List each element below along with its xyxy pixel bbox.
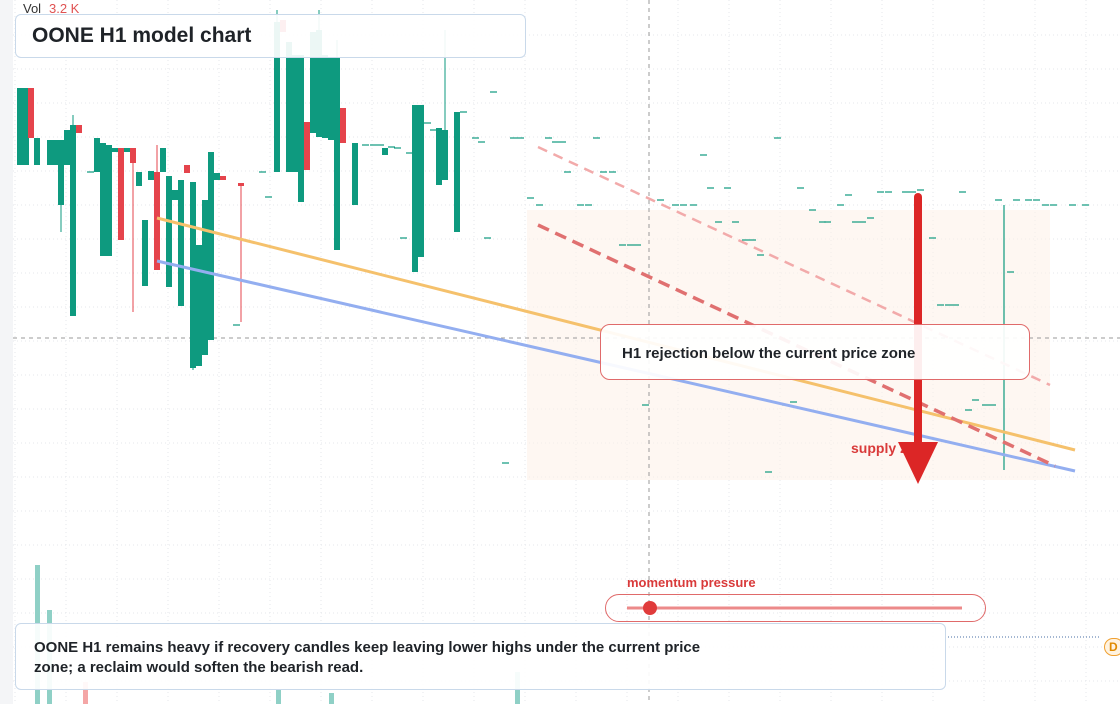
candle-body: [112, 148, 118, 152]
chart-title: OONE H1 model chart: [32, 24, 252, 47]
candle-body: [184, 165, 190, 173]
candle-body: [148, 171, 154, 180]
volume-bar: [329, 693, 334, 704]
candle-body: [334, 58, 340, 250]
candle-body: [47, 140, 53, 165]
volume-label: Vol: [23, 1, 42, 16]
candle-body: [220, 176, 226, 180]
zone-label: supply zone: [851, 440, 932, 456]
slider-track: [627, 601, 962, 615]
callout-box: H1 rejection below the current price zon…: [600, 324, 1030, 380]
candle-body: [304, 122, 310, 170]
candle-body: [106, 145, 112, 256]
candle-body: [58, 140, 64, 205]
candle-body: [274, 22, 280, 172]
callout-text: H1 rejection below the current price zon…: [622, 345, 916, 362]
candle-body: [178, 180, 184, 306]
candle-body: [23, 88, 29, 165]
candle-body: [130, 148, 136, 163]
candle-body: [340, 108, 346, 143]
slider-knob: [643, 601, 657, 615]
candle-body: [17, 88, 23, 165]
candle-body: [190, 182, 196, 368]
candle-body: [238, 183, 244, 186]
candle-body: [28, 88, 34, 138]
candle-body: [202, 200, 208, 355]
candle-body: [154, 172, 160, 270]
volume-value: 3.2 K: [49, 1, 80, 16]
momentum-label: momentum pressure: [627, 575, 756, 590]
candle-body: [310, 32, 316, 133]
volume-bar: [83, 682, 88, 704]
edge-tag: D: [1104, 638, 1120, 656]
candle-body: [172, 190, 178, 200]
momentum-slider: [605, 594, 986, 622]
candle-body: [94, 138, 100, 172]
candle-body: [382, 148, 388, 155]
candle-body: [442, 130, 448, 180]
candle-body: [196, 245, 202, 366]
title-box: OONE H1 model chart: [15, 14, 526, 58]
volume-bar: [276, 690, 281, 704]
note-text: OONE H1 remains heavy if recovery candle…: [34, 639, 701, 676]
candle-body: [34, 138, 40, 165]
candle-body: [166, 176, 172, 287]
candle-body: [214, 173, 220, 180]
trend-pink-dashed: [537, 145, 1051, 387]
candle-body: [76, 125, 82, 133]
candle-body: [418, 105, 424, 257]
candle-body: [118, 148, 124, 240]
candle-body: [160, 148, 166, 172]
candle-body: [436, 128, 442, 185]
candle-body: [52, 140, 58, 165]
candle-body: [292, 55, 298, 172]
left-rail: [0, 0, 13, 704]
candle-body: [454, 112, 460, 232]
candle-body: [100, 143, 106, 256]
candle-body: [142, 220, 148, 286]
candle-body: [316, 30, 322, 137]
candle-body: [64, 130, 70, 165]
candle-body: [286, 42, 292, 172]
candle-body: [70, 125, 76, 316]
candle-body: [328, 58, 334, 140]
candle-body: [352, 143, 358, 205]
candle-body: [322, 55, 328, 138]
candle-body: [208, 152, 214, 340]
candle-body: [136, 172, 142, 186]
candle-body: [124, 148, 130, 152]
note-box: OONE H1 remains heavy if recovery candle…: [15, 623, 946, 690]
candle-body: [298, 55, 304, 202]
candle-body: [412, 105, 418, 272]
